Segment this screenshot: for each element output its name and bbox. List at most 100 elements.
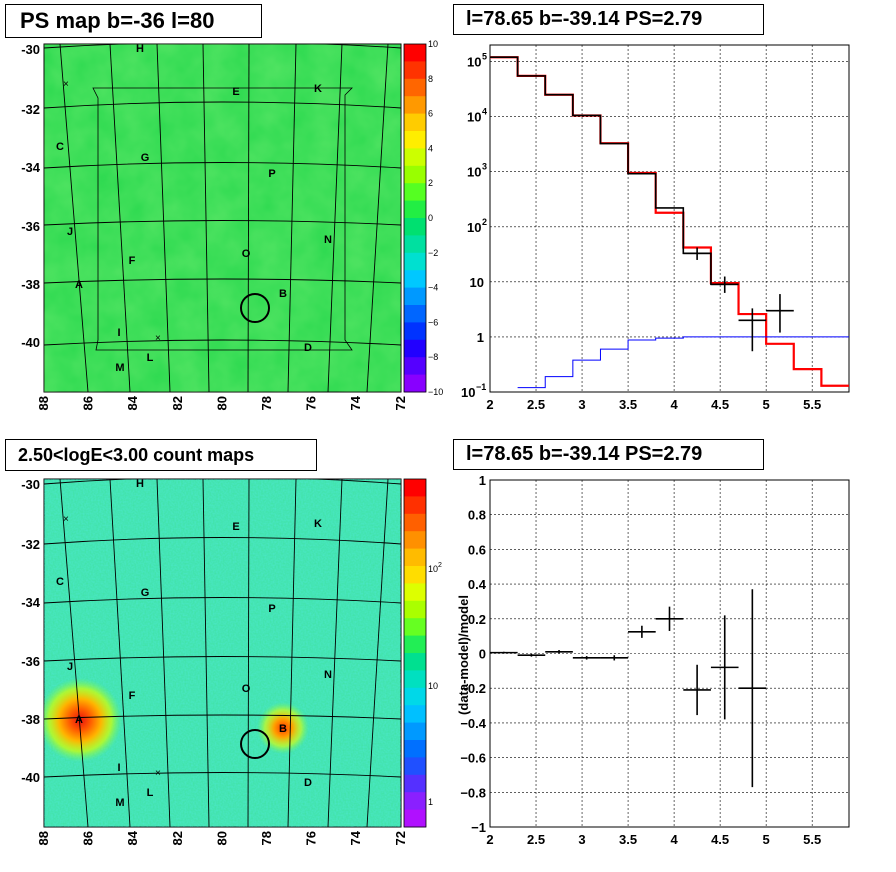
spectrum-series — [490, 56, 849, 389]
y-tick-label: -34 — [21, 595, 41, 610]
x-tick-label: 4 — [670, 832, 678, 847]
colorbar-tick-label: 10 — [428, 564, 438, 574]
y-tick-label: -34 — [21, 160, 41, 175]
x-tick-label: 5 — [763, 832, 770, 847]
colorbar-cell — [404, 687, 426, 706]
x-tick-label: 3.5 — [619, 832, 637, 847]
count-map-x-ticks: 88 86 84 82 80 78 76 74 72 — [36, 830, 408, 845]
x-tick-label: 82 — [170, 831, 185, 845]
colorbar-outline — [403, 478, 427, 828]
colorbar-cell — [404, 583, 426, 602]
x-tick-label: 86 — [81, 396, 96, 410]
region-label-f: F — [129, 690, 136, 702]
region-label-d: D — [304, 777, 312, 789]
x-tick-label: 2.5 — [527, 397, 545, 412]
residual-y-ticks: 1 0.8 0.6 0.4 0.2 0 −0.2 −0.4 −0.6 −0.8 −1 — [460, 473, 486, 835]
x-tick-label: 4.5 — [711, 832, 729, 847]
x-tick-label: 5.5 — [803, 397, 821, 412]
x-tick-label: 82 — [170, 396, 185, 410]
colorbar-tick-label: 8 — [428, 74, 433, 84]
spectrum-x-ticks: 2 2.5 3 3.5 4 4.5 5 5.5 — [486, 397, 821, 412]
region-label-d: D — [304, 342, 312, 354]
x-tick-label: 80 — [214, 831, 229, 845]
colorbar-cell — [404, 305, 426, 323]
colorbar-cell — [404, 513, 426, 532]
region-label-p: P — [268, 168, 275, 180]
y-tick-label: 10 — [461, 385, 475, 400]
y-tick-label: 1 — [479, 473, 486, 488]
region-label-j: J — [67, 661, 73, 673]
colorbar-cell — [404, 218, 426, 236]
x-tick-label: 80 — [214, 396, 229, 410]
region-label-i: I — [117, 327, 120, 339]
y-tick-label: -32 — [21, 102, 40, 117]
colorbar-cell — [404, 44, 426, 62]
count-map-grid — [44, 479, 401, 827]
colorbar-tick-label: 0 — [428, 213, 433, 223]
ps-cross-1: × — [63, 79, 69, 90]
region-label-k: K — [314, 518, 322, 530]
residual-y-label: (data-model)/model — [456, 595, 471, 715]
x-tick-label: 2 — [486, 397, 493, 412]
residual-x-ticks: 2 2.5 3 3.5 4 4.5 5 5.5 — [486, 832, 821, 847]
y-tick-label: −0.2 — [460, 681, 486, 696]
colorbar-cell — [404, 183, 426, 202]
colorbar-cell — [404, 600, 426, 619]
colorbar-cell — [404, 113, 426, 132]
colorbar-tick-exponent: 2 — [438, 562, 442, 569]
colorbar-cell — [404, 566, 426, 584]
y-tick-label: -38 — [21, 712, 40, 727]
y-tick-label: 1 — [477, 330, 484, 345]
x-tick-label: 84 — [125, 830, 140, 845]
x-tick-label: 88 — [36, 396, 51, 410]
residual-title: l=78.65 b=-39.14 PS=2.79 — [453, 439, 764, 470]
x-tick-label: 5 — [763, 397, 770, 412]
colorbar-cell — [404, 740, 426, 758]
x-tick-label: 78 — [259, 396, 274, 410]
y-tick-exponent: 3 — [482, 162, 487, 172]
ps-map-y-ticks: -30 -32 -34 -36 -38 -40 — [21, 42, 41, 350]
colorbar-outline — [403, 43, 427, 393]
colorbar-cell — [404, 496, 426, 515]
region-label-i: I — [117, 762, 120, 774]
y-tick-label: −1 — [471, 820, 486, 835]
colorbar-cell — [404, 670, 426, 689]
residual-grid — [490, 480, 849, 827]
y-tick-exponent: 2 — [482, 217, 487, 227]
spectrum-title: l=78.65 b=-39.14 PS=2.79 — [453, 4, 764, 35]
colorbar-cell — [404, 531, 426, 550]
y-tick-label: 10 — [467, 110, 481, 125]
y-tick-label: -38 — [21, 277, 40, 292]
colorbar-cell — [404, 78, 426, 97]
x-tick-label: 74 — [348, 395, 363, 410]
y-tick-label: -40 — [21, 335, 40, 350]
residual-panel: 2 2.5 3 3.5 4 4.5 5 5.5 1 0.8 0.6 0.4 0.2 0 −0.2 −0.4 −… — [456, 473, 850, 847]
count-source-marker — [240, 729, 270, 759]
colorbar-cell — [404, 357, 426, 376]
colorbar-tick-label: −6 — [428, 317, 438, 327]
x-tick-label: 88 — [36, 831, 51, 845]
colorbar-cell — [404, 61, 426, 80]
colorbar-cell — [404, 322, 426, 341]
colorbar-cell — [404, 479, 426, 497]
colorbar-tick-label: 6 — [428, 109, 433, 119]
colorbar-cell — [404, 653, 426, 671]
x-tick-label: 76 — [304, 831, 319, 845]
y-tick-label: 0.2 — [468, 612, 486, 627]
colorbar-cell — [404, 287, 426, 306]
x-tick-label: 4.5 — [711, 397, 729, 412]
colorbar-tick-label: −4 — [428, 283, 438, 293]
ps-map-colorbar: 10 8 6 4 2 0 −2 −4 −6 −8 −10 — [403, 39, 443, 397]
x-tick-label: 76 — [304, 396, 319, 410]
y-tick-label: -40 — [21, 770, 40, 785]
x-tick-label: 78 — [259, 831, 274, 845]
colorbar-cell — [404, 270, 426, 289]
residual-points — [490, 589, 767, 788]
x-tick-label: 2 — [486, 832, 493, 847]
